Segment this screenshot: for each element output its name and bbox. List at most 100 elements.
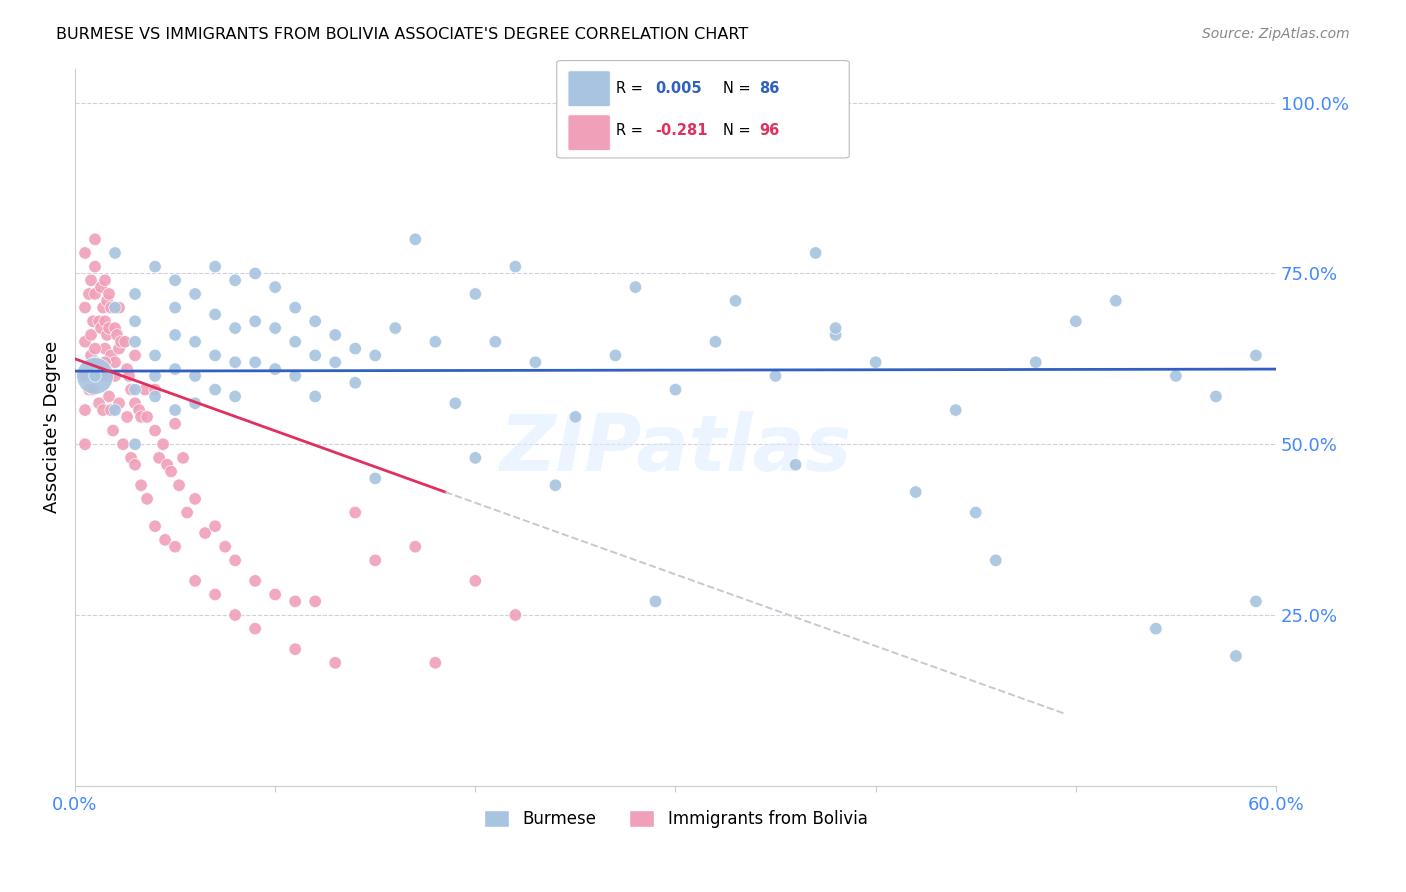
Point <box>444 396 467 410</box>
Point <box>904 485 927 500</box>
Point <box>172 450 194 465</box>
Point <box>143 389 166 403</box>
Point <box>100 301 122 315</box>
Point <box>176 506 198 520</box>
Point <box>84 287 107 301</box>
Point <box>965 506 987 520</box>
Point <box>984 553 1007 567</box>
Point <box>101 424 124 438</box>
Point <box>724 293 747 308</box>
Point <box>80 273 103 287</box>
Point <box>624 280 647 294</box>
Point <box>165 327 187 342</box>
Point <box>204 308 226 322</box>
Point <box>184 334 207 349</box>
Text: 0.005: 0.005 <box>655 81 702 96</box>
Point <box>94 314 117 328</box>
Text: BURMESE VS IMMIGRANTS FROM BOLIVIA ASSOCIATE'S DEGREE CORRELATION CHART: BURMESE VS IMMIGRANTS FROM BOLIVIA ASSOC… <box>56 27 748 42</box>
Point <box>184 491 207 506</box>
Point <box>243 622 266 636</box>
Point <box>100 348 122 362</box>
FancyBboxPatch shape <box>568 70 610 106</box>
Point <box>264 280 287 294</box>
Point <box>143 383 166 397</box>
Point <box>284 594 307 608</box>
Point <box>505 260 527 274</box>
Legend: Burmese, Immigrants from Bolivia: Burmese, Immigrants from Bolivia <box>477 804 875 835</box>
Point <box>165 301 187 315</box>
Point <box>804 246 827 260</box>
Point <box>165 403 187 417</box>
Text: N =: N = <box>723 123 755 138</box>
Point <box>284 301 307 315</box>
Point <box>110 334 132 349</box>
Point <box>73 437 96 451</box>
Point <box>84 232 107 246</box>
Point <box>1025 355 1047 369</box>
Point <box>73 368 96 383</box>
Point <box>84 342 107 356</box>
Point <box>224 389 246 403</box>
Point <box>304 314 326 328</box>
Point <box>124 348 146 362</box>
Point <box>114 334 136 349</box>
Point <box>73 334 96 349</box>
Point <box>124 287 146 301</box>
Point <box>224 355 246 369</box>
Point <box>1244 594 1267 608</box>
Point <box>90 321 112 335</box>
Point <box>104 403 127 417</box>
Point <box>105 327 128 342</box>
Point <box>82 314 104 328</box>
Point <box>1225 648 1247 663</box>
Point <box>118 368 141 383</box>
Point <box>945 403 967 417</box>
Point <box>129 478 152 492</box>
Point <box>323 656 346 670</box>
Point <box>124 334 146 349</box>
Point <box>224 553 246 567</box>
Point <box>464 287 486 301</box>
Point <box>77 383 100 397</box>
Point <box>124 396 146 410</box>
Point <box>344 342 367 356</box>
Point <box>143 519 166 533</box>
Point <box>167 478 190 492</box>
Point <box>505 607 527 622</box>
Point <box>90 368 112 383</box>
Point <box>156 458 179 472</box>
Point <box>84 355 107 369</box>
Point <box>544 478 567 492</box>
Point <box>264 587 287 601</box>
Point <box>104 246 127 260</box>
Point <box>98 287 121 301</box>
Point <box>143 260 166 274</box>
Point <box>165 273 187 287</box>
Y-axis label: Associate's Degree: Associate's Degree <box>44 341 60 513</box>
Point <box>115 409 138 424</box>
Point <box>524 355 547 369</box>
Point <box>284 368 307 383</box>
Point <box>204 260 226 274</box>
Point <box>304 389 326 403</box>
Point <box>184 396 207 410</box>
Point <box>129 409 152 424</box>
Point <box>264 321 287 335</box>
Point <box>1144 622 1167 636</box>
Point <box>84 260 107 274</box>
Point <box>73 403 96 417</box>
Point <box>104 301 127 315</box>
Text: ZIPatlas: ZIPatlas <box>499 410 852 487</box>
Point <box>104 355 127 369</box>
Point <box>108 396 131 410</box>
Point <box>136 491 159 506</box>
Point <box>425 334 447 349</box>
Point <box>152 437 174 451</box>
Point <box>128 403 150 417</box>
Point <box>124 383 146 397</box>
Point <box>96 327 118 342</box>
Point <box>865 355 887 369</box>
Point <box>194 526 217 541</box>
Point <box>73 301 96 315</box>
Point <box>165 417 187 431</box>
